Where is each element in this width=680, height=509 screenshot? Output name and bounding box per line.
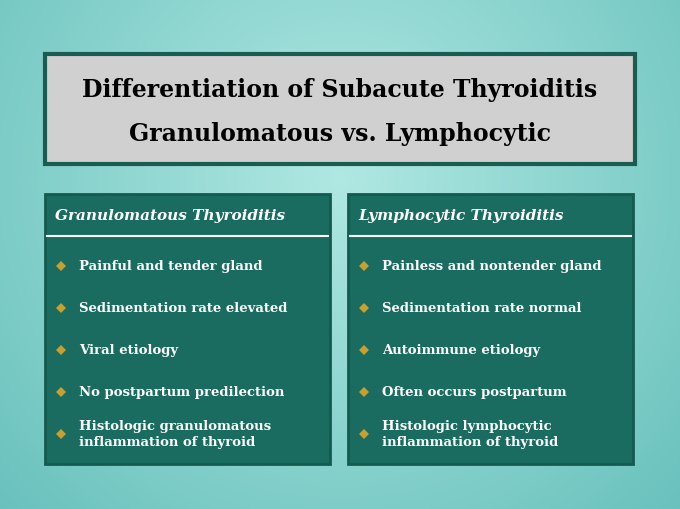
Text: Granulomatous vs. Lymphocytic: Granulomatous vs. Lymphocytic <box>129 122 551 146</box>
Text: Painless and nontender gland: Painless and nontender gland <box>382 260 602 273</box>
Text: Granulomatous Thyroiditis: Granulomatous Thyroiditis <box>55 209 285 222</box>
FancyBboxPatch shape <box>45 55 635 165</box>
Text: Sedimentation rate normal: Sedimentation rate normal <box>382 302 581 315</box>
Text: Sedimentation rate elevated: Sedimentation rate elevated <box>79 302 288 315</box>
Text: No postpartum predilection: No postpartum predilection <box>79 386 284 399</box>
FancyBboxPatch shape <box>45 194 330 464</box>
Text: Differentiation of Subacute Thyroiditis: Differentiation of Subacute Thyroiditis <box>82 78 598 102</box>
Text: Histologic lymphocytic
inflammation of thyroid: Histologic lymphocytic inflammation of t… <box>382 420 558 448</box>
Text: Often occurs postpartum: Often occurs postpartum <box>382 386 566 399</box>
Text: Autoimmune etiology: Autoimmune etiology <box>382 344 540 357</box>
Text: Painful and tender gland: Painful and tender gland <box>79 260 262 273</box>
Text: Viral etiology: Viral etiology <box>79 344 178 357</box>
Text: Lymphocytic Thyroiditis: Lymphocytic Thyroiditis <box>358 209 564 222</box>
FancyBboxPatch shape <box>348 194 633 464</box>
Text: Histologic granulomatous
inflammation of thyroid: Histologic granulomatous inflammation of… <box>79 420 271 448</box>
